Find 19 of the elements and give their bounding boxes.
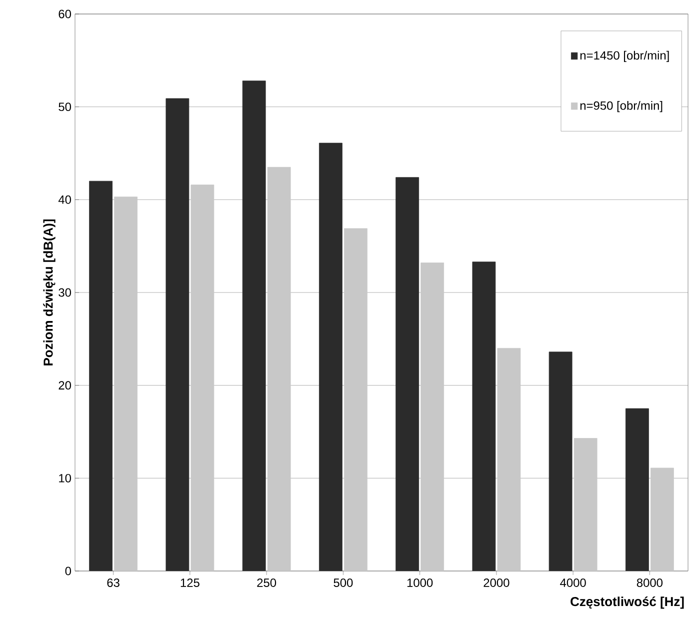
- x-tick-label: 500: [334, 578, 353, 587]
- x-axis-title: Częstotliwość [Hz]: [570, 596, 684, 609]
- y-tick-label: 30: [58, 288, 72, 297]
- legend-label: n=950 [obr/min]: [580, 101, 662, 112]
- y-tick-label: 0: [65, 566, 72, 576]
- y-tick-label: 10: [59, 474, 72, 482]
- x-tick-label: 2000: [484, 578, 510, 587]
- legend-label: n=1450 [obr/min]: [580, 50, 669, 62]
- x-tick-label: 4000: [560, 578, 586, 587]
- x-tick-label: 63: [107, 578, 120, 587]
- y-tick-label: 20: [58, 381, 72, 390]
- y-tick-label: 60: [58, 10, 72, 18]
- x-tick-label: 125: [180, 578, 200, 587]
- y-axis-title: Poziom dźwięku [dB(A)]: [43, 219, 56, 366]
- x-tick-label: 1000: [407, 578, 433, 587]
- x-tick-label: 8000: [636, 578, 663, 587]
- y-tick-label: 40: [58, 195, 72, 204]
- y-tick-label: 50: [58, 102, 72, 112]
- x-tick-label: 250: [257, 578, 276, 587]
